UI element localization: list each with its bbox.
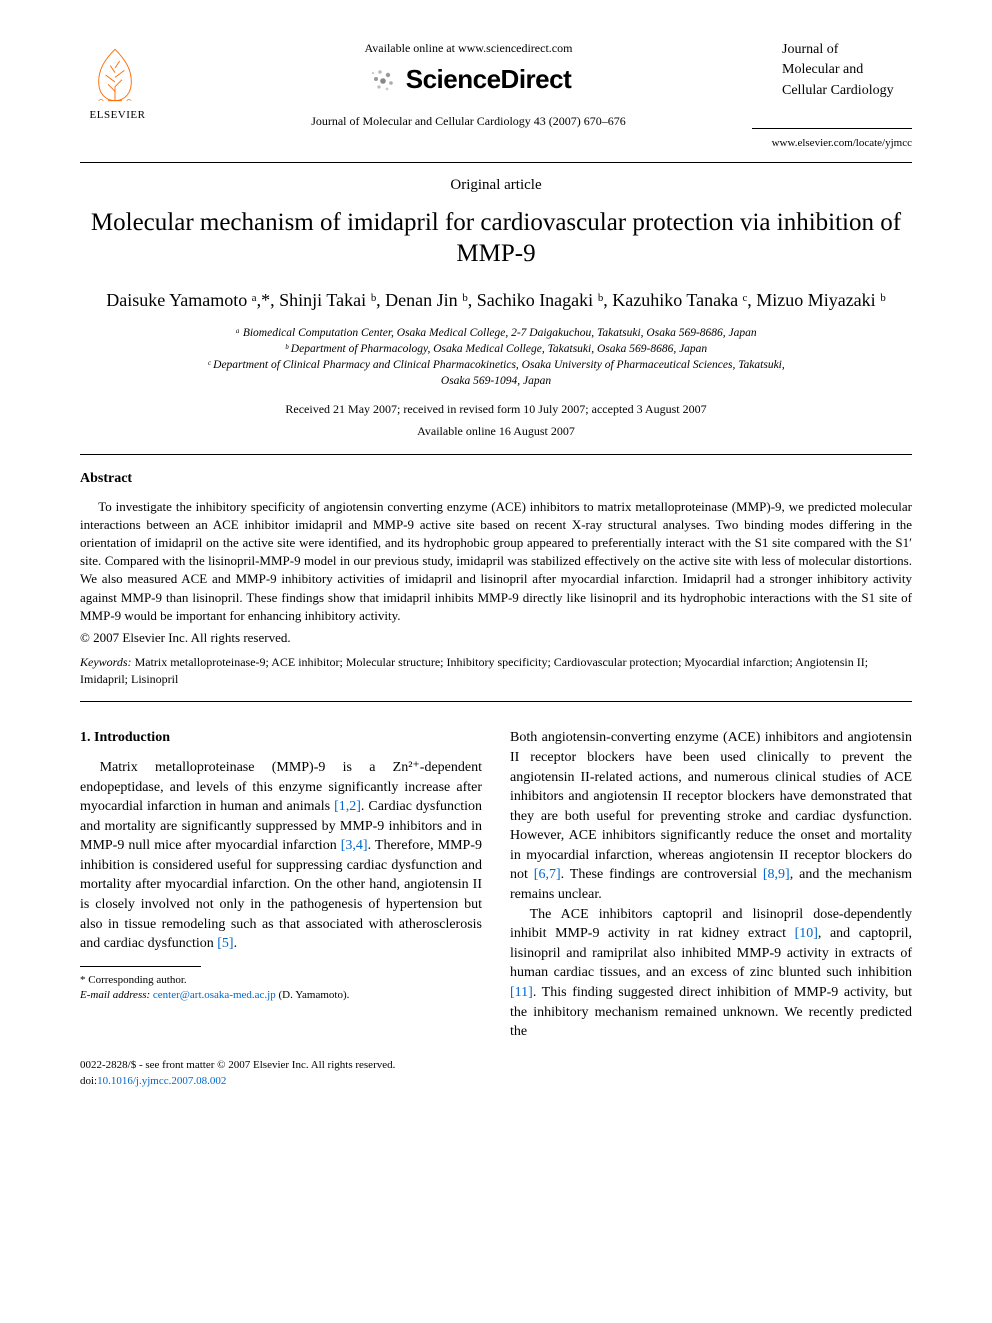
journal-link-row: www.elsevier.com/locate/yjmcc: [80, 128, 912, 153]
email-line: E-mail address: center@art.osaka-med.ac.…: [80, 988, 482, 1003]
abstract-heading: Abstract: [80, 469, 912, 489]
article-type: Original article: [80, 175, 912, 197]
journal-link[interactable]: www.elsevier.com/locate/yjmcc: [772, 137, 912, 149]
elsevier-label: ELSEVIER: [80, 108, 155, 124]
journal-reference: Journal of Molecular and Cellular Cardio…: [155, 113, 782, 130]
citation-link[interactable]: [3,4]: [341, 838, 368, 853]
journal-title-l1: Journal of: [782, 40, 912, 60]
corresponding-author: * Corresponding author.: [80, 973, 482, 988]
keywords: Keywords: Matrix metalloproteinase-9; AC…: [80, 654, 912, 688]
keywords-body: Matrix metalloproteinase-9; ACE inhibito…: [80, 655, 868, 686]
body-text: Both angiotensin-converting enzyme (ACE)…: [510, 730, 912, 882]
affil-a: ᵃ Biomedical Computation Center, Osaka M…: [80, 325, 912, 341]
sciencedirect-logo: ScienceDirect: [155, 61, 782, 99]
center-header: Available online at www.sciencedirect.co…: [155, 40, 782, 130]
body-text: . Therefore, MMP-9 inhibition is conside…: [80, 838, 482, 951]
divider: [80, 454, 912, 455]
sciencedirect-text: ScienceDirect: [406, 61, 571, 99]
citation-link[interactable]: [10]: [795, 926, 818, 941]
affil-c-l2: Osaka 569-1094, Japan: [80, 373, 912, 389]
keywords-label: Keywords:: [80, 655, 132, 669]
journal-title-l2: Molecular and: [782, 60, 912, 80]
left-column: 1. Introduction Matrix metalloproteinase…: [80, 728, 482, 1042]
doi-link[interactable]: 10.1016/j.yjmcc.2007.08.002: [97, 1075, 226, 1087]
paragraph: Both angiotensin-converting enzyme (ACE)…: [510, 728, 912, 904]
doi-line: doi:10.1016/j.yjmcc.2007.08.002: [80, 1074, 912, 1090]
abstract-text: To investigate the inhibitory specificit…: [80, 499, 912, 623]
dates-received: Received 21 May 2007; received in revise…: [80, 401, 912, 418]
affil-c-l1: ᶜ Department of Clinical Pharmacy and Cl…: [80, 357, 912, 373]
journal-title-block: Journal of Molecular and Cellular Cardio…: [782, 40, 912, 101]
doi-label: doi:: [80, 1075, 97, 1087]
elsevier-tree-icon: [80, 40, 150, 110]
citation-link[interactable]: [5]: [217, 936, 233, 951]
email-suffix: (D. Yamamoto).: [276, 989, 350, 1001]
journal-title-l3: Cellular Cardiology: [782, 81, 912, 101]
footnote-divider: [80, 966, 201, 967]
bottom-block: 0022-2828/$ - see front matter © 2007 El…: [80, 1058, 912, 1090]
body-text: .: [234, 936, 238, 951]
affiliations: ᵃ Biomedical Computation Center, Osaka M…: [80, 325, 912, 389]
body-columns: 1. Introduction Matrix metalloproteinase…: [80, 728, 912, 1042]
body-text: . These findings are controversial: [561, 867, 763, 882]
citation-link[interactable]: [11]: [510, 985, 533, 1000]
abstract-body: To investigate the inhibitory specificit…: [80, 498, 912, 625]
paragraph: The ACE inhibitors captopril and lisinop…: [510, 905, 912, 1042]
affil-b: ᵇ Department of Pharmacology, Osaka Medi…: [80, 341, 912, 357]
dates-available: Available online 16 August 2007: [80, 423, 912, 440]
available-online-text: Available online at www.sciencedirect.co…: [155, 40, 782, 57]
article-title: Molecular mechanism of imidapril for car…: [80, 207, 912, 270]
citation-link[interactable]: [8,9]: [763, 867, 790, 882]
paragraph: Matrix metalloproteinase (MMP)-9 is a Zn…: [80, 758, 482, 954]
divider: [80, 162, 912, 163]
sciencedirect-burst-icon: [366, 63, 400, 97]
header-row: ELSEVIER Available online at www.science…: [80, 40, 912, 130]
email-label: E-mail address:: [80, 989, 150, 1001]
author-list: Daisuke Yamamoto ᵃ,*, Shinji Takai ᵇ, De…: [80, 287, 912, 313]
abstract-copyright: © 2007 Elsevier Inc. All rights reserved…: [80, 629, 912, 648]
citation-link[interactable]: [1,2]: [334, 799, 361, 814]
divider: [80, 701, 912, 702]
right-column: Both angiotensin-converting enzyme (ACE)…: [510, 728, 912, 1042]
front-matter: 0022-2828/$ - see front matter © 2007 El…: [80, 1058, 912, 1074]
section-heading: 1. Introduction: [80, 728, 482, 748]
body-text: . This finding suggested direct inhibiti…: [510, 985, 912, 1039]
email-link[interactable]: center@art.osaka-med.ac.jp: [153, 989, 276, 1001]
citation-link[interactable]: [6,7]: [534, 867, 561, 882]
elsevier-logo: ELSEVIER: [80, 40, 155, 124]
